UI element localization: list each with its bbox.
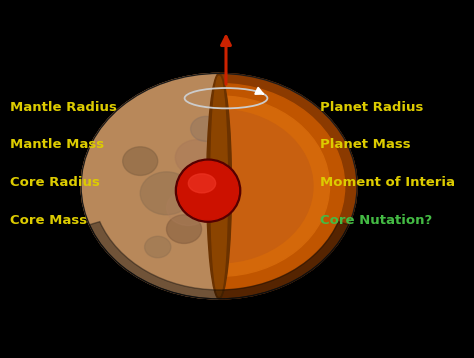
Wedge shape (81, 73, 219, 299)
Wedge shape (219, 110, 313, 263)
Ellipse shape (175, 159, 241, 222)
Circle shape (166, 190, 210, 226)
Wedge shape (219, 73, 357, 299)
Wedge shape (219, 96, 329, 276)
Ellipse shape (211, 76, 228, 296)
Text: Planet Mass: Planet Mass (320, 139, 410, 151)
Text: Core Nutation?: Core Nutation? (320, 214, 432, 227)
Circle shape (140, 172, 193, 215)
Ellipse shape (207, 73, 231, 299)
Circle shape (191, 116, 221, 141)
Wedge shape (219, 83, 345, 289)
Circle shape (175, 140, 219, 175)
Circle shape (123, 147, 158, 175)
Ellipse shape (178, 161, 238, 220)
Text: Core Radius: Core Radius (9, 176, 100, 189)
Circle shape (210, 147, 263, 190)
Text: Mantle Radius: Mantle Radius (9, 101, 117, 114)
Circle shape (81, 73, 357, 299)
Text: Core Mass: Core Mass (9, 214, 87, 227)
Text: Planet Radius: Planet Radius (320, 101, 423, 114)
Text: Moment of Interia: Moment of Interia (320, 176, 455, 189)
Ellipse shape (188, 174, 216, 193)
Text: Mantle Mass: Mantle Mass (9, 139, 104, 151)
Circle shape (166, 215, 201, 243)
Circle shape (145, 236, 171, 258)
Wedge shape (90, 222, 349, 299)
